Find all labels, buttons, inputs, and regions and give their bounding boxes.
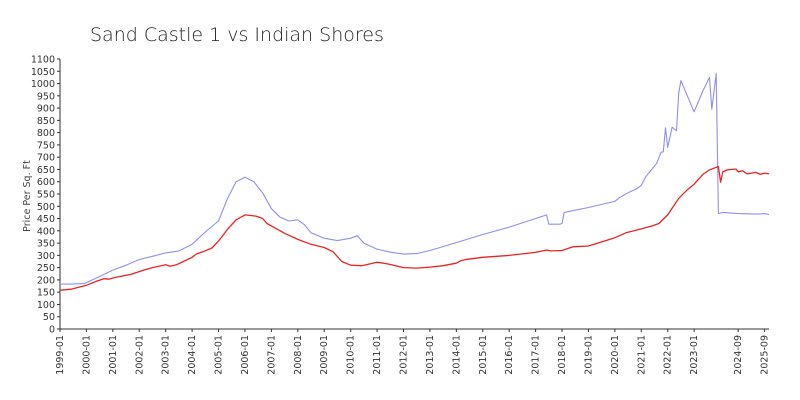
x-tick-label: 2019-01 [583,335,594,375]
y-tick-label: 750 [37,140,55,151]
y-tick-label: 100 [37,300,55,311]
x-tick-label: 1999-01 [55,335,66,375]
x-tick-label: 2013-01 [425,335,436,375]
y-tick-label: 600 [37,177,55,188]
y-tick-label: 1000 [31,79,55,90]
y-tick-label: 50 [43,312,55,323]
y-axis-label: Price Per Sq. Ft [22,160,33,232]
x-tick-label: 2011-01 [372,335,383,375]
x-tick-label: 2021-01 [636,335,647,375]
x-tick-label: 2023-01 [689,335,700,375]
x-tick-label: 2003-01 [161,335,172,375]
y-tick-label: 400 [37,226,55,237]
x-tick-label: 2000-01 [81,335,92,375]
x-tick-label: 2025-09 [760,335,771,375]
x-tick-label: 2004-01 [187,335,198,375]
y-tick-label: 0 [49,325,55,336]
x-tick-label: 2005-01 [214,335,225,375]
y-tick-label: 650 [37,165,55,176]
chart-title: Sand Castle 1 vs Indian Shores [90,24,384,46]
y-tick-label: 1100 [31,55,55,66]
y-tick-label: 700 [37,153,55,164]
x-tick-label: 2006-01 [240,335,251,375]
series-line-2 [59,165,770,291]
x-tick-label: 2024-09 [733,335,744,375]
y-tick-label: 200 [37,275,55,286]
x-tick-label: 2020-01 [610,335,621,375]
x-tick-label: 2007-01 [266,335,277,375]
x-tick-label: 2010-01 [346,335,357,375]
x-tick-label: 2016-01 [504,335,515,375]
x-tick-label: 2012-01 [398,335,409,375]
plot-area: 0501001502002503003504004505005506006507… [31,55,771,375]
x-tick-label: 2014-01 [451,335,462,375]
y-tick-label: 500 [37,202,55,213]
x-tick-label: 2001-01 [108,335,119,375]
y-tick-label: 800 [37,128,55,139]
x-tick-label: 2015-01 [478,335,489,375]
y-tick-label: 350 [37,239,55,250]
x-tick-label: 2009-01 [319,335,330,375]
x-tick-label: 2002-01 [134,335,145,375]
series-line-1 [60,73,770,285]
y-tick-label: 850 [37,116,55,127]
y-tick-label: 550 [37,190,55,201]
x-tick-label: 2022-01 [663,335,674,375]
x-tick-label: 2018-01 [557,335,568,375]
y-tick-label: 900 [37,104,55,115]
y-tick-label: 950 [37,91,55,102]
y-tick-label: 450 [37,214,55,225]
y-tick-label: 250 [37,263,55,274]
y-tick-label: 1050 [31,67,55,78]
x-tick-label: 2008-01 [293,335,304,375]
x-tick-label: 2017-01 [531,335,542,375]
y-tick-label: 300 [37,251,55,262]
y-tick-label: 150 [37,288,55,299]
